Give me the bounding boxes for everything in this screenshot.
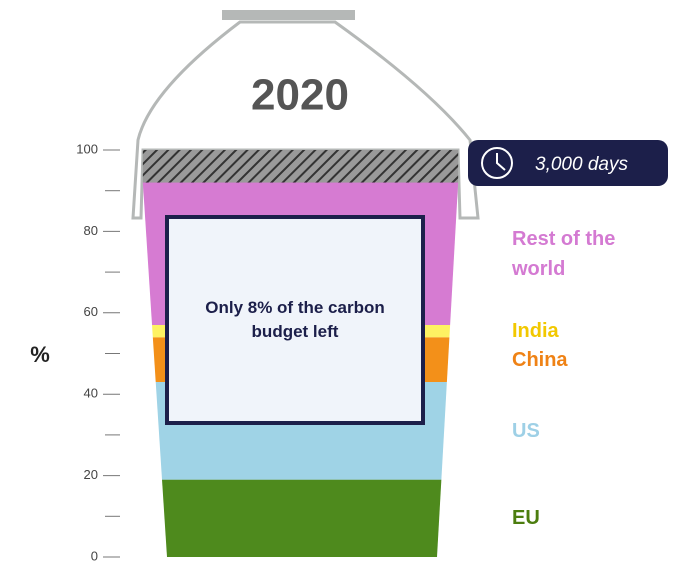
budget-left	[142, 150, 459, 183]
legend-label: US	[512, 419, 540, 442]
clock-hands	[496, 153, 506, 171]
legend-label: EU	[512, 507, 540, 530]
legend-label: India	[512, 320, 559, 343]
bucket-lid	[131, 20, 480, 220]
bucket-segment	[162, 479, 442, 557]
annotation: Only 8% of the carbon budget left	[205, 298, 385, 341]
badge-text: 3,000 days	[535, 154, 628, 175]
y-tick-label: 0	[91, 548, 98, 563]
y-tick-label: 40	[84, 386, 98, 401]
y-tick-label: 100	[76, 141, 98, 156]
annotation-box	[165, 215, 425, 425]
badge-box	[468, 140, 668, 186]
y-tick-label: 20	[84, 467, 98, 482]
legend-label: China	[512, 348, 568, 371]
y-tick-label: 60	[84, 304, 98, 319]
y-axis-label: %	[30, 342, 50, 367]
chart-title: 2020	[251, 71, 349, 120]
clock-icon	[481, 147, 513, 179]
bucket-handle	[222, 10, 355, 20]
y-tick-label: 80	[84, 223, 98, 238]
legend-label: Rest of the world	[512, 227, 616, 280]
